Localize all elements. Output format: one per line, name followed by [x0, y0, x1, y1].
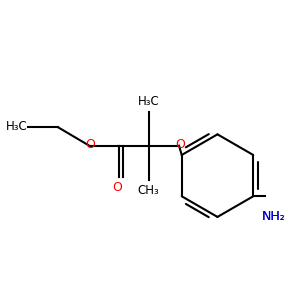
Text: O: O: [175, 138, 185, 152]
Text: O: O: [85, 138, 95, 152]
Text: NH₂: NH₂: [262, 210, 285, 224]
Text: CH₃: CH₃: [138, 184, 159, 196]
Text: H₃C: H₃C: [5, 120, 27, 133]
Text: NH₂: NH₂: [262, 210, 285, 224]
Text: H₃C: H₃C: [138, 95, 159, 108]
Text: O: O: [112, 181, 122, 194]
